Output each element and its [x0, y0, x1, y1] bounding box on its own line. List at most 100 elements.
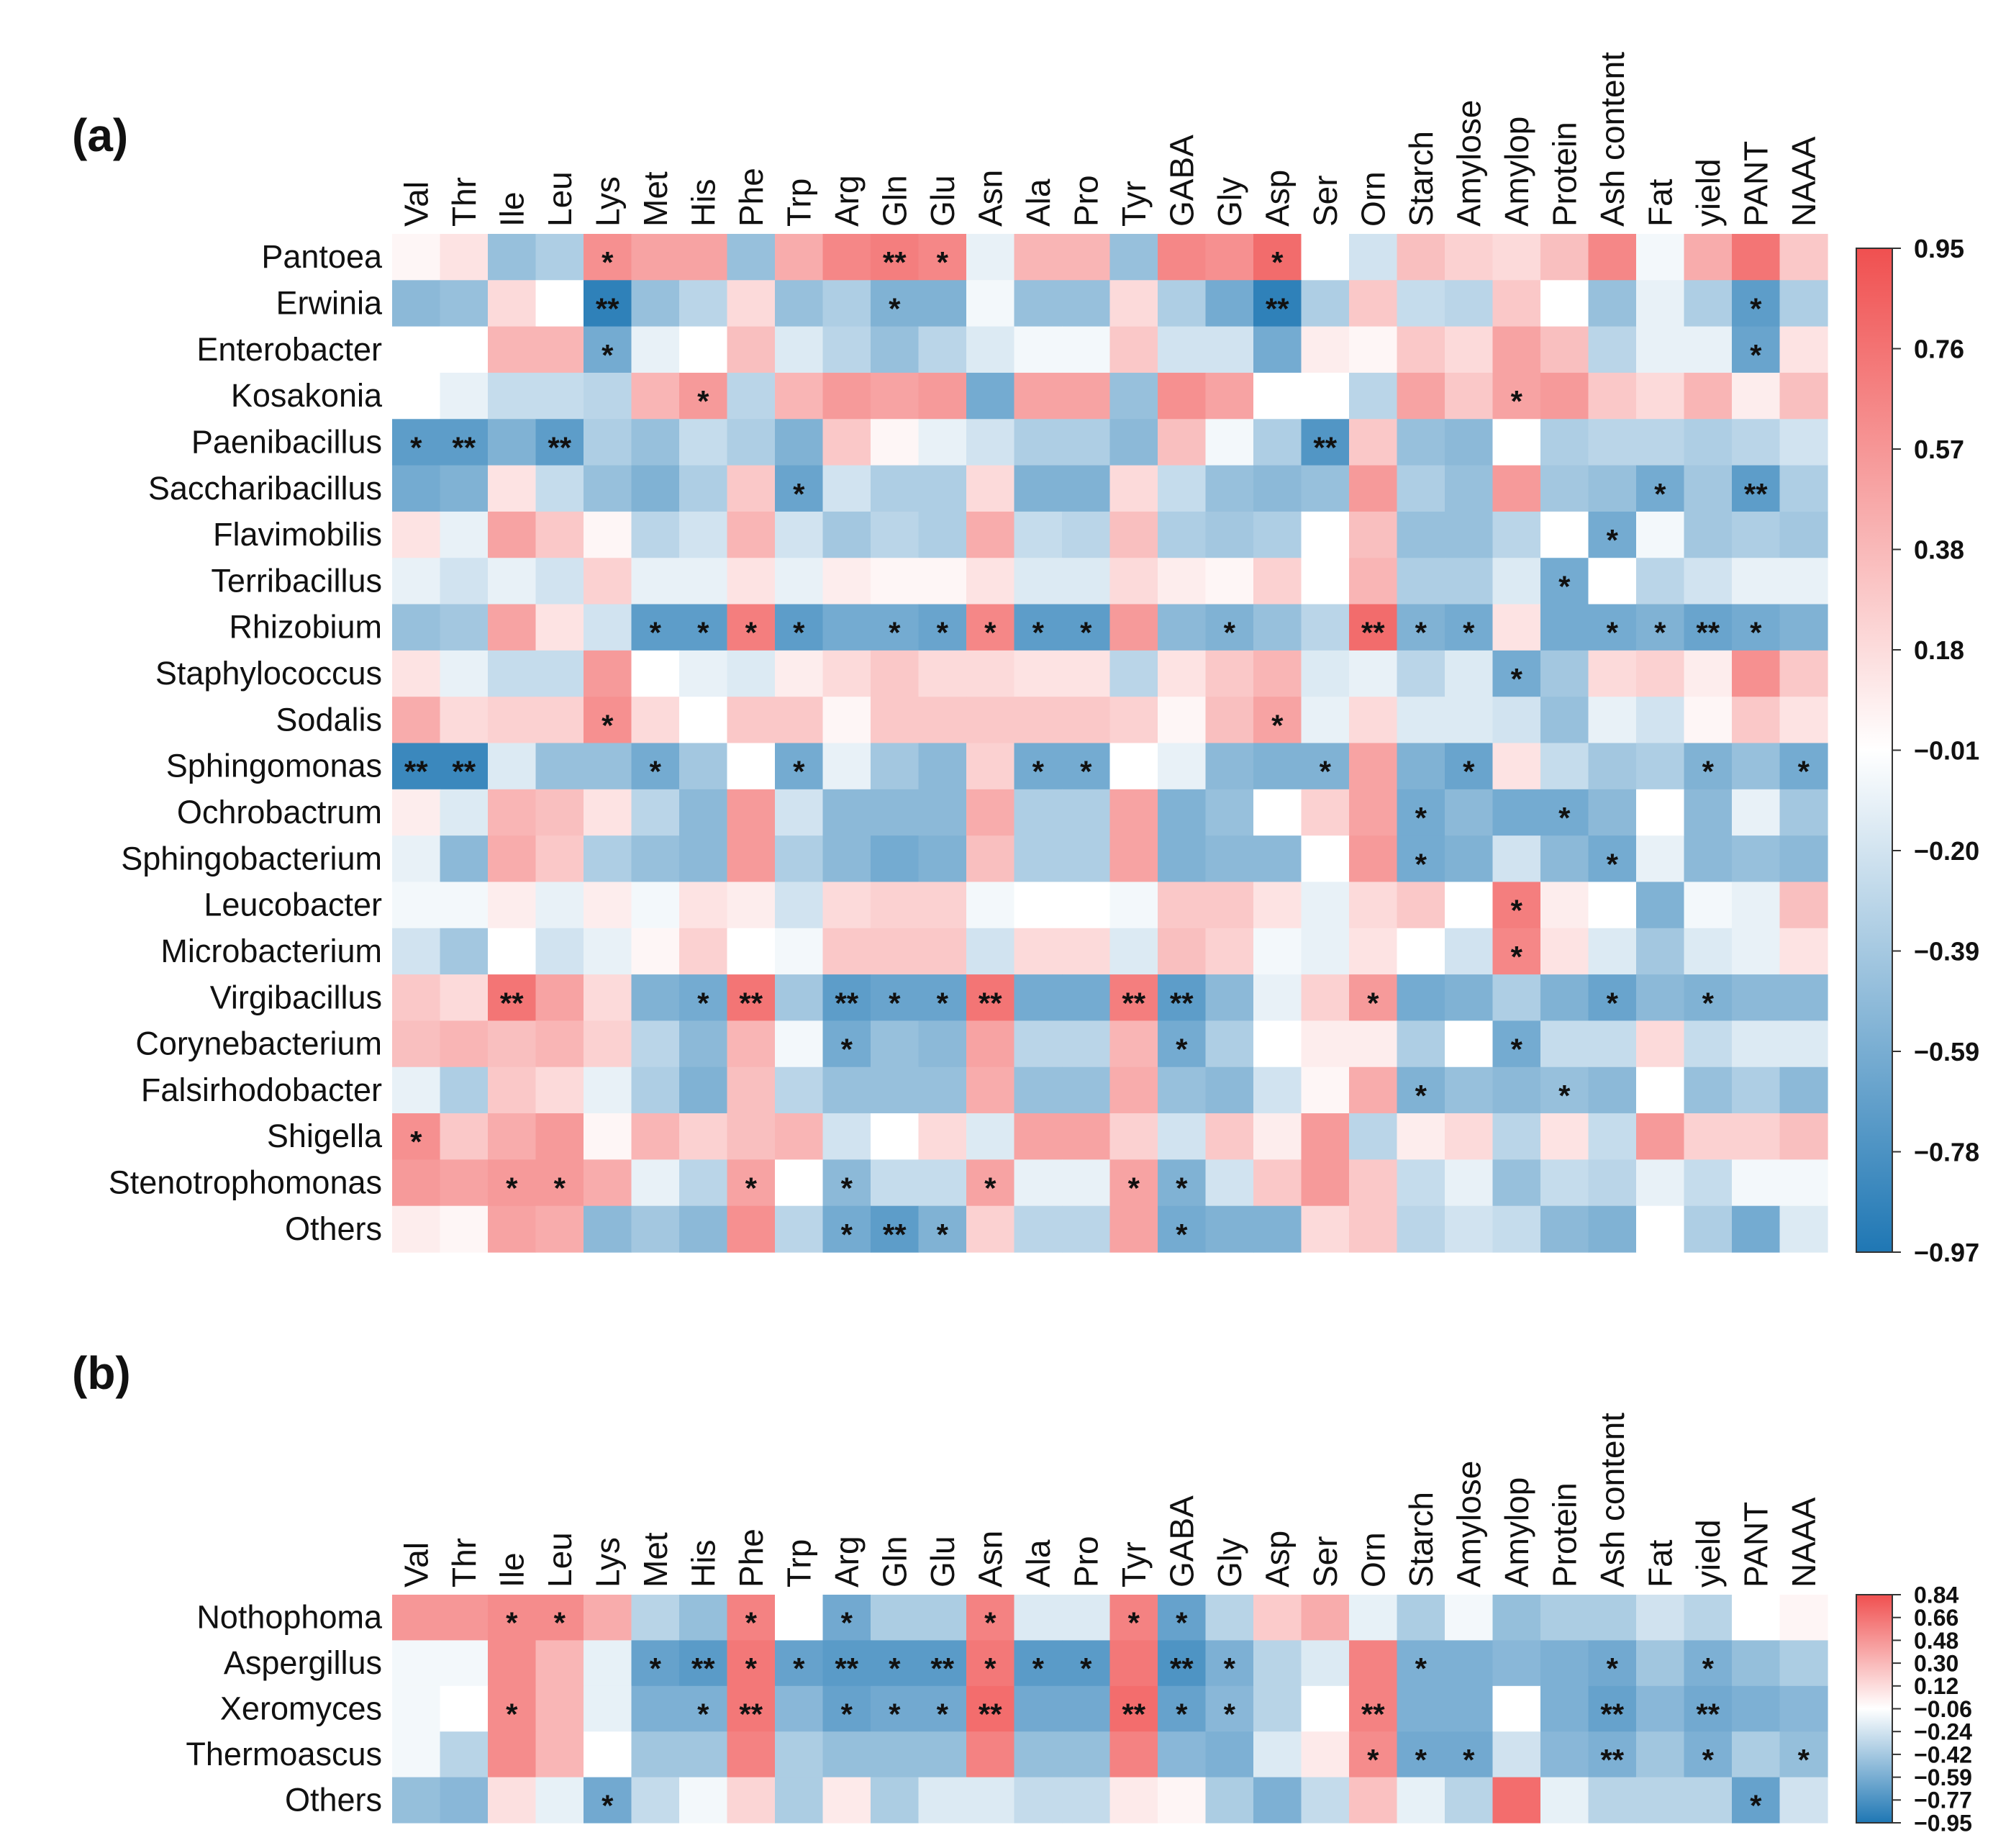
a-cell-4-11 [918, 419, 967, 466]
a-cell-21-0 [392, 1205, 441, 1253]
a-cell-15-20 [1349, 928, 1398, 975]
b-cell-3-22 [1445, 1731, 1494, 1778]
a-cell-13-5 [631, 835, 680, 883]
a-cell-14-11 [918, 882, 967, 929]
a-cell-6-8 [775, 511, 824, 558]
a-cell-0-13 [1014, 234, 1063, 281]
a-cell-0-22 [1445, 234, 1494, 281]
a-cell-0-4 [584, 234, 632, 281]
a-cell-9-22 [1445, 650, 1494, 697]
a-cell-8-10 [871, 604, 920, 651]
a-col-label-18: Asp [1258, 170, 1296, 227]
b-cell-2-15 [1109, 1685, 1158, 1732]
b-cbar-tick-10: −0.95 [1914, 1810, 1972, 1836]
a-cell-8-28 [1732, 604, 1781, 651]
a-cell-6-16 [1158, 511, 1207, 558]
a-cell-15-25 [1588, 928, 1637, 975]
a-cell-7-19 [1301, 558, 1350, 605]
a-cell-1-7 [727, 280, 776, 327]
a-cell-11-22 [1445, 743, 1494, 790]
a-cell-1-5 [631, 280, 680, 327]
b-cell-0-29 [1779, 1595, 1828, 1641]
b-cell-4-5 [631, 1777, 680, 1824]
a-cell-13-0 [392, 835, 441, 883]
a-cell-15-15 [1109, 928, 1158, 975]
a-cell-21-20 [1349, 1205, 1398, 1253]
a-cell-13-26 [1636, 835, 1685, 883]
a-cell-17-14 [1062, 1020, 1111, 1068]
a-cell-14-20 [1349, 882, 1398, 929]
b-cbar-tick-5: −0.06 [1914, 1696, 1972, 1722]
a-cell-12-23 [1492, 789, 1541, 836]
a-cell-1-4 [584, 280, 632, 327]
b-sig-2-15: ** [1122, 1698, 1145, 1731]
b-col-label-26: Fat [1641, 1539, 1679, 1587]
a-cell-9-24 [1540, 650, 1589, 697]
a-row-label-13: Sphingobacterium [121, 840, 382, 877]
a-cell-9-9 [822, 650, 871, 697]
a-cell-3-13 [1014, 372, 1063, 420]
a-sig-0-4: * [602, 245, 614, 279]
a-cell-2-13 [1014, 326, 1063, 373]
a-cell-6-14 [1062, 511, 1111, 558]
a-sig-12-24: * [1558, 801, 1571, 835]
b-sig-1-5: * [650, 1652, 662, 1685]
a-cell-2-11 [918, 326, 967, 373]
a-cell-19-8 [775, 1113, 824, 1160]
a-cell-14-29 [1779, 882, 1828, 929]
a-cell-10-8 [775, 697, 824, 744]
b-cell-4-8 [775, 1777, 824, 1824]
a-cell-10-23 [1492, 697, 1541, 744]
a-sig-1-10: * [889, 291, 901, 325]
b-cell-4-15 [1109, 1777, 1158, 1824]
b-cell-3-25 [1588, 1731, 1637, 1778]
a-sig-1-28: * [1750, 291, 1762, 325]
a-cell-5-20 [1349, 465, 1398, 512]
a-sig-20-7: * [745, 1172, 758, 1205]
a-cell-1-3 [535, 280, 584, 327]
panel-a-label: (a) [72, 109, 128, 161]
a-sig-11-27: * [1702, 755, 1715, 789]
a-cell-19-14 [1062, 1113, 1111, 1160]
a-cell-11-24 [1540, 743, 1589, 790]
a-cell-21-18 [1253, 1205, 1302, 1253]
b-cell-1-26 [1636, 1640, 1685, 1687]
a-cell-20-29 [1779, 1159, 1828, 1207]
a-cell-12-27 [1684, 789, 1733, 836]
b-cell-3-7 [727, 1731, 776, 1778]
a-cell-0-28 [1732, 234, 1781, 281]
a-cell-6-17 [1205, 511, 1254, 558]
a-sig-2-4: * [602, 338, 614, 372]
a-sig-17-16: * [1176, 1033, 1188, 1066]
b-cell-4-2 [488, 1777, 537, 1824]
a-cell-5-2 [488, 465, 537, 512]
a-cell-0-18 [1253, 234, 1302, 281]
b-cell-3-24 [1540, 1731, 1589, 1778]
b-cell-3-13 [1014, 1731, 1063, 1778]
b-cell-2-28 [1732, 1685, 1781, 1732]
a-cell-7-25 [1588, 558, 1637, 605]
a-cbar-tick-9: −0.78 [1914, 1137, 1979, 1167]
a-cell-5-7 [727, 465, 776, 512]
a-cell-8-4 [584, 604, 632, 651]
a-sig-20-16: * [1176, 1172, 1188, 1205]
a-cell-18-1 [440, 1066, 489, 1114]
a-cell-21-3 [535, 1205, 584, 1253]
b-cell-4-18 [1253, 1777, 1302, 1824]
b-cell-0-21 [1397, 1595, 1445, 1641]
a-cell-1-0 [392, 280, 441, 327]
a-sig-2-28: * [1750, 338, 1762, 372]
b-cbar-tick-8: −0.59 [1914, 1765, 1972, 1790]
a-cell-6-18 [1253, 511, 1302, 558]
panel-a-significance-marks: * ** * *** * ** ** ** ** ** ** *** * ***** * * * * * * * * * **… [404, 245, 1810, 1251]
b-cell-4-11 [918, 1777, 967, 1824]
a-cell-14-26 [1636, 882, 1685, 929]
a-cell-9-6 [679, 650, 728, 697]
a-cell-7-24 [1540, 558, 1589, 605]
a-cell-8-8 [775, 604, 824, 651]
b-sig-1-7: * [745, 1652, 758, 1685]
b-cell-2-21 [1397, 1685, 1445, 1732]
a-cell-14-10 [871, 882, 920, 929]
a-sig-20-15: * [1128, 1172, 1140, 1205]
a-cell-0-1 [440, 234, 489, 281]
